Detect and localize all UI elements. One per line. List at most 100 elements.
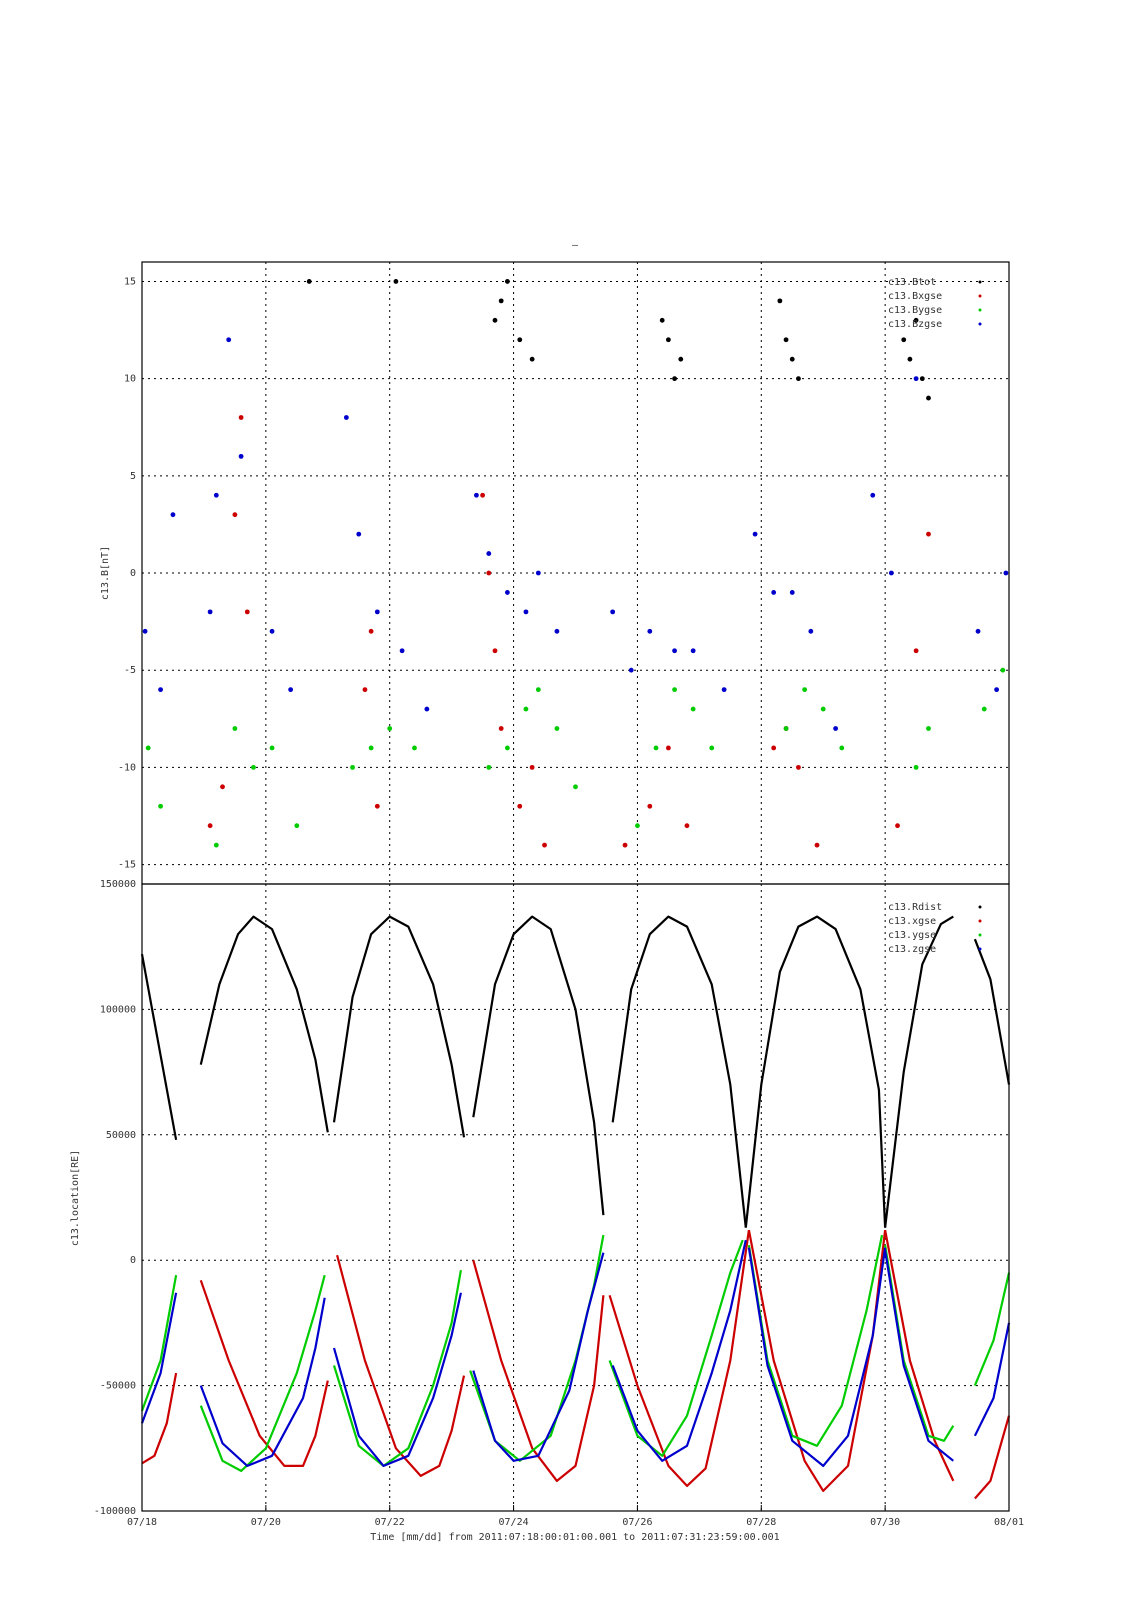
top-legend: c13.Btot c13.Bxgse c13.Bygse c13.Bzgse <box>888 277 982 330</box>
bottom-legend-marker <box>978 933 982 937</box>
scatter-point <box>492 317 498 323</box>
bottom-y-ticks: 150000 100000 50000 0 -50000 -100000 <box>94 879 136 1517</box>
scatter-point <box>808 628 814 634</box>
scatter-point <box>517 337 523 343</box>
top-y-tick-label: -5 <box>124 665 136 676</box>
series-line <box>611 915 747 1228</box>
bottom-y-tick-label: 0 <box>130 1255 136 1266</box>
scatter-point <box>269 745 275 751</box>
scatter-point <box>647 628 653 634</box>
scatter-point <box>486 764 492 770</box>
scatter-point <box>814 842 820 848</box>
scatter-point <box>839 745 845 751</box>
bottom-legend-label: c13.zgse <box>888 944 936 955</box>
bottom-legend: c13.Rdist c13.xgse c13.ygse c13.zgse <box>888 902 982 955</box>
scatter-point <box>238 415 244 420</box>
series-line <box>884 1250 954 1462</box>
scatter-point <box>777 298 783 304</box>
series-line <box>472 915 605 1216</box>
scatter-point <box>535 687 541 693</box>
series-line <box>608 1239 744 1457</box>
x-tick-label: 07/30 <box>870 1517 900 1528</box>
scatter-point <box>362 687 368 693</box>
top-legend-label: c13.Bzgse <box>888 319 942 330</box>
series-line <box>611 1239 747 1462</box>
scatter-point <box>628 667 634 673</box>
top-y-tick-label: 15 <box>124 276 136 287</box>
scatter-point <box>207 823 213 829</box>
scatter-point <box>226 337 232 343</box>
series-line <box>199 915 329 1133</box>
scatter-point <box>783 337 789 343</box>
scatter-point <box>573 784 578 790</box>
scatter-point <box>504 279 510 284</box>
series-line <box>140 954 178 1140</box>
scatter-point <box>665 745 671 751</box>
bottom-y-tick-label: 50000 <box>106 1130 136 1141</box>
scatter-point <box>294 823 300 829</box>
scatter-point <box>504 745 510 751</box>
bottom-legend-label: c13.Rdist <box>888 902 942 913</box>
series-line <box>744 915 887 1228</box>
scatter-point <box>498 726 504 731</box>
top-legend-marker <box>978 294 982 298</box>
scatter-point <box>424 706 430 712</box>
scatter-point <box>981 706 987 712</box>
top-legend-label: c13.Bygse <box>888 305 942 316</box>
scatter-point <box>554 628 560 634</box>
top-y-axis-label: c13.B[nT] <box>100 546 111 600</box>
scatter-point <box>542 842 547 848</box>
scatter-point <box>213 842 219 848</box>
series-line <box>884 915 954 1228</box>
scatter-point <box>709 745 715 751</box>
bottom-legend-marker <box>978 947 982 951</box>
series-line <box>747 1229 887 1493</box>
top-y-tick-label: -10 <box>118 762 136 773</box>
scatter-point <box>789 356 795 362</box>
top-y-tick-label: 10 <box>124 374 136 385</box>
x-ticks: 07/18 07/20 07/22 07/24 07/26 07/28 07/30 08/01 <box>127 1505 1024 1528</box>
scatter-point <box>374 609 380 615</box>
scatter-point <box>721 687 727 693</box>
scatter-point <box>1003 570 1009 576</box>
scatter-point <box>158 803 163 809</box>
series-line <box>472 1259 605 1483</box>
scatter-point <box>913 648 919 654</box>
scatter-point <box>870 492 876 498</box>
bottom-legend-label: c13.ygse <box>888 930 936 941</box>
scatter-point <box>343 415 349 420</box>
scatter-point <box>288 687 294 693</box>
scatter-point <box>535 570 541 576</box>
series-line <box>332 1292 462 1468</box>
scatter-point <box>170 512 176 518</box>
scatter-point <box>895 823 900 829</box>
x-tick-label: 07/28 <box>746 1517 776 1528</box>
scatter-point <box>888 570 894 576</box>
x-tick-label: 07/22 <box>375 1517 405 1528</box>
scatter-point <box>833 726 838 731</box>
scatter-point <box>529 356 535 362</box>
scatter-point <box>926 395 931 401</box>
scatter-point <box>251 764 256 770</box>
bottom-y-tick-label: 100000 <box>100 1004 136 1015</box>
bottom-y-tick-label: -100000 <box>94 1506 136 1517</box>
scatter-point <box>690 648 696 654</box>
bottom-legend-marker <box>978 905 982 909</box>
scatter-point <box>647 803 653 809</box>
top-legend-label: c13.Btot <box>888 277 936 288</box>
scatter-point <box>523 609 529 615</box>
scatter-point <box>498 298 504 304</box>
scatter-point <box>368 628 374 634</box>
scatter-point <box>802 687 808 693</box>
scatter-point <box>994 687 1000 693</box>
chart-title: – <box>572 240 579 251</box>
scatter-point <box>517 803 523 809</box>
bottom-y-tick-label: -50000 <box>100 1381 136 1392</box>
x-tick-label: 08/01 <box>994 1517 1024 1528</box>
scatter-point <box>610 609 616 615</box>
scatter-point <box>356 531 362 537</box>
scatter-point <box>504 590 510 595</box>
top-scatter-points <box>142 279 1009 848</box>
x-tick-label: 07/24 <box>499 1517 529 1528</box>
scatter-point <box>690 706 696 712</box>
